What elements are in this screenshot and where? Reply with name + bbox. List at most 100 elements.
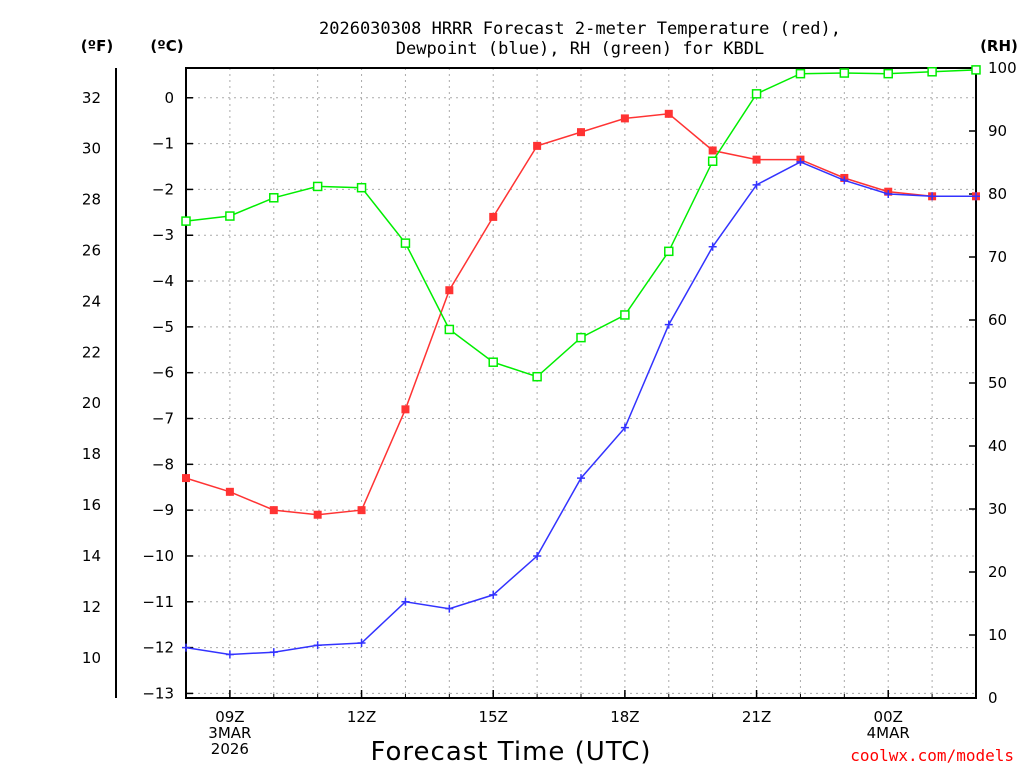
- time-tick-label: 15Z: [479, 708, 508, 726]
- celsius-tick-label: −13: [142, 684, 174, 702]
- celsius-tick-label: −3: [152, 226, 174, 244]
- celsius-tick-label: −2: [152, 180, 174, 198]
- rh-tick-label: 80: [988, 185, 1007, 203]
- relative-humidity-point: [269, 193, 279, 203]
- dewpoint-point: [664, 320, 673, 329]
- rh-unit-label: (RH): [980, 37, 1018, 55]
- 2-meter-temperature-point: [664, 109, 673, 118]
- fahrenheit-tick-label: 12: [82, 598, 101, 616]
- relative-humidity-point: [839, 68, 850, 78]
- 2-meter-temperature-point: [269, 506, 278, 515]
- dewpoint-point: [401, 597, 410, 606]
- celsius-tick-label: −11: [142, 593, 174, 611]
- time-tick-label: 00Z: [874, 708, 903, 726]
- rh-axis: 0 10 20 30 40 50 60 70 80 90 100: [969, 59, 1017, 707]
- dewpoint-point: [928, 192, 937, 201]
- dewpoint-point: [796, 157, 805, 166]
- dewpoint-point: [357, 639, 366, 648]
- fahrenheit-tick-label: 24: [82, 292, 101, 310]
- dewpoint-point: [577, 474, 585, 483]
- 2-meter-temperature-point: [313, 510, 322, 519]
- celsius-tick-label: −1: [152, 135, 174, 153]
- dewpoint-point: [269, 648, 278, 657]
- dewpoint-point: [708, 242, 717, 251]
- rh-tick-label: 70: [988, 248, 1007, 266]
- dewpoint-point: [225, 650, 234, 659]
- fahrenheit-tick-label: 14: [82, 547, 101, 565]
- chart-title-line-1: 2026030308 HRRR Forecast 2-meter Tempera…: [319, 19, 841, 39]
- fahrenheit-tick-label: 20: [82, 394, 101, 412]
- x-axis-title: Forecast Time (UTC): [370, 737, 651, 767]
- 2-meter-temperature-point: [401, 405, 410, 414]
- fahrenheit-tick-label: 30: [82, 140, 101, 158]
- fahrenheit-tick-label: 28: [82, 191, 101, 209]
- dewpoint-point: [489, 590, 498, 599]
- 2-meter-temperature-point: [445, 286, 454, 295]
- 2-meter-temperature-point: [577, 128, 585, 137]
- 2-meter-temperature-point: [182, 474, 190, 483]
- celsius-tick-label: −12: [142, 639, 174, 657]
- time-tick-label: 21Z: [742, 708, 771, 726]
- relative-humidity-point: [576, 332, 586, 343]
- rh-tick-label: 60: [988, 311, 1007, 329]
- rh-tick-label: 30: [988, 500, 1007, 518]
- celsius-tick-label: −6: [152, 364, 174, 382]
- credit-text: coolwx.com/models: [850, 746, 1014, 765]
- dewpoint-point: [840, 176, 849, 185]
- celsius-tick-label: −7: [152, 410, 174, 428]
- rh-tick-label: 100: [988, 59, 1017, 77]
- dewpoint-point: [752, 180, 761, 189]
- fahrenheit-axis: 32 30 28 26 24 22 20 18 16 14 12 10: [82, 89, 101, 667]
- dewpoint-point: [884, 190, 893, 198]
- 2-meter-temperature-point: [225, 487, 234, 496]
- 2-meter-temperature-point: [708, 146, 717, 155]
- relative-humidity-line: [185, 69, 977, 378]
- fahrenheit-tick-label: 32: [82, 89, 101, 107]
- celsius-tick-label: −8: [152, 455, 174, 473]
- time-tick-label: 2026: [211, 740, 249, 758]
- time-tick-label: 12Z: [347, 708, 376, 726]
- rh-tick-label: 0: [988, 689, 998, 707]
- relative-humidity-point: [707, 156, 718, 166]
- 2-meter-temperature-point: [533, 141, 542, 150]
- 2-meter-temperature-point: [620, 114, 629, 123]
- relative-humidity-point: [488, 357, 498, 367]
- time-tick-label: 09Z: [215, 708, 244, 726]
- celsius-tick-label: −4: [152, 272, 174, 290]
- celsius-axis: 0 −1 −2 −3 −4 −5 −6 −7 −8 −9 −10 −11 −12 −13: [142, 89, 193, 702]
- relative-humidity-point: [620, 310, 630, 320]
- celsius-tick-label: 0: [164, 89, 174, 107]
- dewpoint-line: [185, 161, 976, 656]
- relative-humidity-point: [971, 65, 981, 75]
- 2-meter-temperature-point: [489, 212, 498, 221]
- dewpoint-point: [533, 551, 542, 560]
- rh-tick-label: 20: [988, 563, 1007, 581]
- dewpoint-point: [313, 641, 322, 650]
- relative-humidity-point: [225, 211, 235, 221]
- dewpoint-point: [445, 604, 454, 613]
- relative-humidity-point: [356, 182, 367, 193]
- dewpoint-point: [182, 643, 190, 652]
- relative-humidity-point: [181, 216, 191, 226]
- relative-humidity-point: [664, 246, 674, 257]
- time-tick-label: 3MAR: [208, 724, 251, 742]
- celsius-tick-label: −9: [152, 501, 174, 519]
- fahrenheit-tick-label: 10: [82, 649, 101, 667]
- dewpoint-point: [620, 423, 629, 432]
- 2-meter-temperature-point: [752, 155, 761, 164]
- fahrenheit-unit-label: (ºF): [81, 37, 113, 55]
- rh-tick-label: 40: [988, 437, 1007, 455]
- relative-humidity-point: [444, 324, 455, 335]
- series-layer: [181, 65, 981, 659]
- relative-humidity-point: [532, 371, 542, 382]
- 2-meter-temperature-point: [357, 506, 366, 515]
- relative-humidity-point: [795, 68, 806, 79]
- relative-humidity-point: [400, 238, 411, 248]
- celsius-unit-label: (ºC): [150, 37, 183, 55]
- fahrenheit-tick-label: 16: [82, 496, 101, 514]
- celsius-tick-label: −5: [152, 318, 174, 336]
- relative-humidity-point: [883, 68, 893, 79]
- fahrenheit-tick-label: 26: [82, 242, 101, 260]
